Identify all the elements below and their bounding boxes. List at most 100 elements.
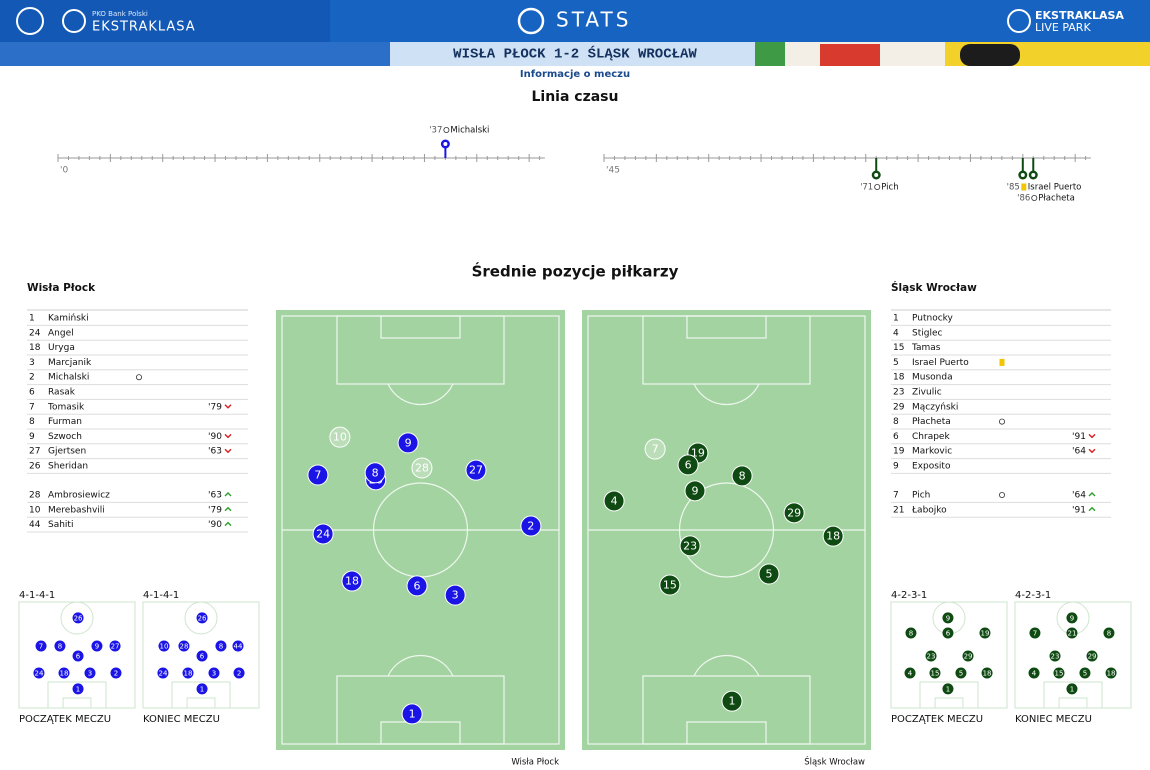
formation-shirt: 26: [74, 614, 83, 622]
formation-player: [33, 667, 45, 679]
formation-player: [1066, 627, 1078, 639]
formation-player: [72, 612, 84, 624]
event-minute: '86: [1017, 194, 1030, 204]
formation-shirt: 29: [1088, 652, 1097, 660]
right-brand: EKSTRAKLASA: [1035, 9, 1124, 22]
goal-icon: [135, 374, 142, 381]
formation-shirt: 5: [1083, 670, 1087, 678]
sub-minute: '79: [208, 402, 222, 412]
player-name: Merebashvili: [48, 505, 105, 515]
event-minute: '71: [860, 183, 873, 193]
penalty-arc: [693, 654, 760, 677]
formation-player: [91, 640, 103, 652]
formation-shirt: 8: [219, 642, 223, 650]
player-average-position: [679, 535, 701, 557]
event-pin-dot: [1031, 173, 1036, 177]
player-shirt: 4: [611, 494, 618, 507]
player-average-position: [444, 584, 466, 606]
player-shirt: 3: [452, 589, 459, 602]
player-name: Marcjanik: [48, 358, 92, 368]
formation-shirt: 27: [111, 642, 120, 650]
player-average-position: [758, 563, 780, 585]
player-number: 1: [893, 314, 899, 324]
formation-shirt: 6: [76, 652, 81, 660]
player-number: 29: [893, 402, 905, 412]
formation-shirt: 2: [237, 670, 241, 678]
sponsor: PKO Bank Polski: [92, 10, 148, 18]
player-number: 1: [29, 314, 35, 324]
formation-player: [905, 627, 917, 639]
formation-player: [182, 667, 194, 679]
player-average-position: [397, 432, 419, 454]
player-name: Stiglec: [912, 328, 942, 338]
player-shirt: 18: [345, 575, 359, 588]
sub-in-icon: [224, 492, 232, 497]
banner-center: [390, 42, 755, 66]
player-name: Sahiti: [48, 520, 73, 530]
logo-area: [0, 0, 330, 42]
formation-player: [1066, 683, 1078, 695]
player-name: Exposito: [912, 462, 951, 472]
player-name: Putnocky: [912, 314, 954, 324]
formation-player: [208, 667, 220, 679]
player-shirt: 1: [728, 695, 735, 708]
mini-goal-box: [934, 697, 964, 709]
formation-shirt: 19: [980, 629, 989, 637]
player-name: Mączyński: [912, 402, 958, 412]
formation-player: [35, 640, 47, 652]
formation-player: [1086, 650, 1098, 662]
formation-player: [1105, 667, 1117, 679]
player-average-position: [341, 570, 363, 592]
formation-shirt: 24: [158, 670, 167, 678]
sub-out-icon: [1088, 448, 1096, 454]
player-shirt: 15: [663, 579, 677, 592]
formation-player: [72, 683, 84, 695]
player-average-position: [465, 459, 487, 481]
sub-minute: '90: [208, 432, 222, 442]
player-shirt: 7: [314, 469, 321, 482]
formation-player: [925, 650, 937, 662]
player-name: Furman: [48, 417, 82, 427]
formation-player: [1029, 627, 1041, 639]
player-name: Israel Puerto: [912, 358, 969, 368]
player-shirt: 19: [691, 447, 705, 460]
timeline-title: Linia czasu: [531, 89, 618, 105]
formation-shirt: 15: [931, 670, 940, 678]
mini-center-circle: [184, 601, 218, 635]
player-average-position: [644, 438, 666, 460]
player-shirt: 6: [685, 458, 692, 471]
goal-box: [380, 721, 461, 745]
team-name: Śląsk Wrocław: [891, 281, 977, 294]
formation-player: [84, 667, 96, 679]
sub-minute: '91: [1072, 505, 1086, 515]
formation-player: [72, 650, 84, 662]
formation-shirt: 4: [908, 670, 913, 678]
player-average-position: [603, 490, 625, 512]
formation-shirt: 8: [1107, 629, 1111, 637]
player-number: 23: [893, 388, 904, 398]
player-name: Tomasik: [47, 402, 85, 412]
mini-goal-box: [62, 697, 92, 709]
formation-shirt: 26: [198, 614, 207, 622]
player-number: 2: [29, 373, 35, 383]
player-average-position: [677, 454, 699, 476]
goal-box: [686, 315, 767, 339]
formation-shirt: 15: [1055, 670, 1064, 678]
player-number: 18: [29, 343, 41, 353]
player-shirt: 8: [739, 469, 746, 482]
formation-shirt: 18: [184, 670, 193, 678]
formation-player: [109, 640, 121, 652]
player-number: 5: [893, 358, 899, 368]
formation-shirt: 18: [983, 670, 992, 678]
player-number: 26: [29, 462, 41, 472]
mini-center-circle: [60, 601, 94, 635]
player-shirt: 9: [405, 436, 412, 449]
sub-minute: '64: [1072, 447, 1086, 457]
player-number: 3: [29, 358, 35, 368]
formation-shirt: 1: [200, 685, 204, 693]
formation-player: [1049, 650, 1061, 662]
formation-shirt: 10: [160, 642, 169, 650]
player-name: Łabojko: [911, 505, 947, 515]
formation-player: [178, 640, 190, 652]
formation-player: [1028, 667, 1040, 679]
